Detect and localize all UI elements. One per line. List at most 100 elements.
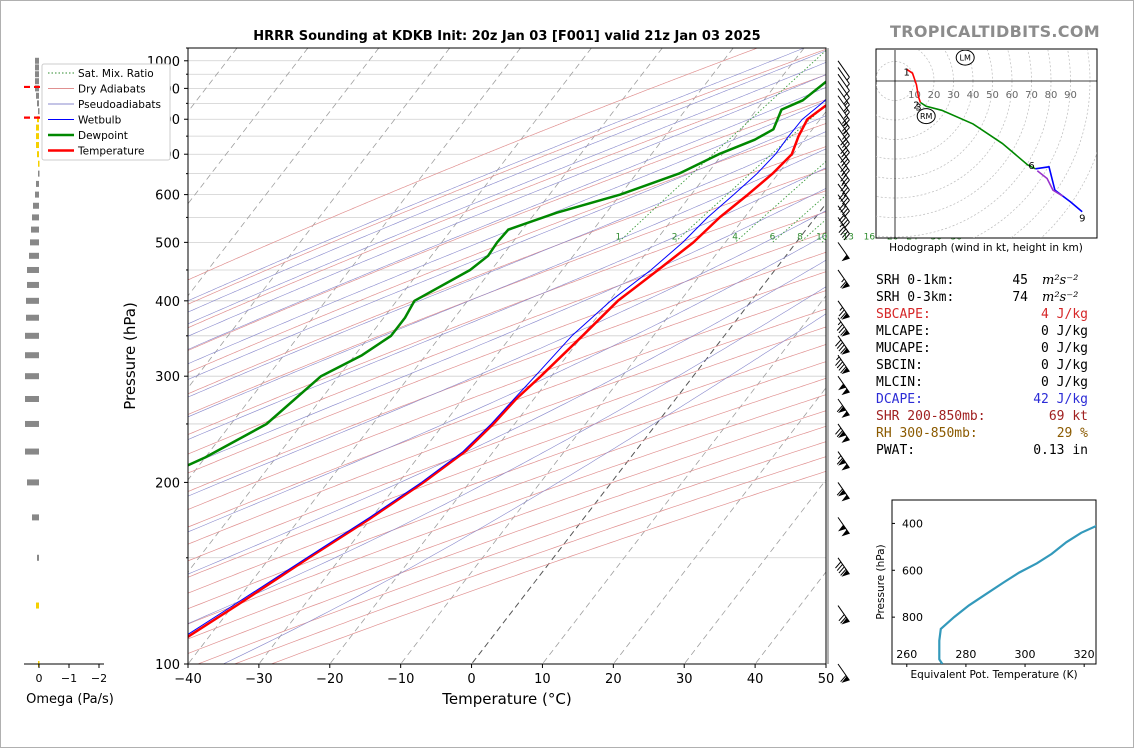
param-value: 4 J/kg [1041, 307, 1088, 322]
hodograph-height-marker: 2 [913, 100, 919, 111]
hodograph-ring-label: 80 [1045, 90, 1058, 101]
omega-bar [26, 297, 39, 304]
legend-label: Pseudoadiabats [78, 99, 161, 111]
mixing-ratio-label: 1 [615, 232, 621, 242]
wind-barb [835, 423, 850, 443]
hodograph-ring-label: 10 [908, 90, 921, 101]
omega-tick-label: −1 [61, 672, 77, 685]
theta-e-frame [891, 499, 1097, 665]
param-label: DCAPE: [876, 392, 923, 407]
legend-label: Dewpoint [78, 130, 128, 142]
omega-bar [35, 57, 39, 64]
temperature-line [188, 103, 826, 639]
theta-e-x-tick-label: 280 [955, 648, 976, 661]
wind-barb [835, 557, 850, 577]
x-tick-label: 0 [467, 672, 475, 687]
x-tick-label: 10 [534, 672, 551, 687]
omega-bar [37, 151, 39, 158]
wind-barb [837, 517, 850, 537]
pseudoadiabat-line [188, 131, 826, 398]
isotherm-line [0, 48, 24, 664]
hodograph-segment [1035, 165, 1083, 213]
omega-bar [36, 124, 39, 131]
param-row: SHR 200-850mb: 69 kt [876, 408, 1106, 425]
param-value: 74 [1012, 290, 1028, 305]
param-label: RH 300-850mb: [876, 426, 978, 441]
dry-adiabat-line [188, 344, 826, 578]
x-tick-label: 20 [605, 672, 622, 687]
theta-e-y-tick-label: 800 [902, 611, 923, 624]
dry-adiabat-line [188, 410, 826, 640]
legend-label: Dry Adiabats [78, 84, 146, 96]
param-row: RH 300-850mb: 29 % [876, 425, 1106, 442]
omega-bar [37, 100, 39, 107]
hodograph-ring-label: 40 [967, 90, 980, 101]
dewpoint-line [188, 80, 826, 467]
dry-adiabat-line [188, 146, 826, 395]
theta-e-x-tick-label: 320 [1074, 648, 1095, 661]
y-tick-label: 400 [155, 295, 180, 310]
omega-bar [37, 116, 39, 123]
legend-label: Sat. Mix. Ratio [78, 68, 154, 80]
y-axis-label: Pressure (hPa) [121, 302, 139, 410]
wind-barbs [827, 48, 850, 683]
hodograph-height-marker: 6 [1028, 161, 1034, 172]
mixing-ratio-label: 16 [864, 232, 876, 242]
y-tick-label: 600 [155, 189, 180, 204]
param-label: PWAT: [876, 443, 916, 458]
hodograph-segment [1036, 170, 1064, 197]
hodograph-segment [919, 101, 1036, 170]
dry-adiabat-line [188, 251, 826, 492]
omega-bar [27, 281, 39, 288]
param-unit: m²s⁻² [1042, 290, 1079, 305]
x-tick-label: −40 [174, 672, 201, 687]
param-label: MLCIN: [876, 375, 923, 390]
omega-bar [29, 252, 39, 259]
storm-motion-marker [955, 50, 975, 66]
param-value: 0 J/kg [1041, 375, 1088, 390]
param-label: SBCAPE: [876, 307, 931, 322]
pseudoadiabat-line [188, 187, 826, 467]
omega-bar [36, 92, 39, 99]
pseudoadiabat-line [188, 148, 826, 418]
storm-motion-label: LM [960, 54, 971, 63]
storm-motion-marker [916, 108, 936, 125]
param-value: 0 J/kg [1041, 358, 1088, 373]
hodograph-ring-label: 50 [986, 90, 999, 101]
dry-adiabat-line [188, 290, 826, 528]
storm-motion-label: RM [920, 112, 933, 121]
mixing-ratio-label: 10 [816, 232, 828, 242]
omega-bar [35, 78, 39, 85]
wind-barb [837, 605, 850, 625]
dry-adiabat-line [188, 231, 826, 474]
omega-bar [25, 373, 39, 380]
omega-bar [33, 202, 39, 209]
omega-bar [36, 142, 39, 149]
param-value: 45 [1012, 273, 1028, 288]
omega-bar [27, 266, 39, 273]
omega-bar [36, 180, 39, 187]
hodograph-ring-label: 90 [1064, 90, 1077, 101]
omega-bar [26, 314, 39, 321]
pseudoadiabat-line [188, 167, 826, 440]
dry-adiabat-line [188, 377, 826, 610]
skew-t-axes-frame [187, 47, 827, 665]
wetbulb-line [188, 98, 826, 635]
param-row: m²s⁻² SRH 0-1km: 45 [876, 272, 1106, 289]
x-axis-label: Temperature (°C) [441, 690, 571, 708]
param-label: SHR 200-850mb: [876, 409, 986, 424]
dry-adiabat-line [188, 326, 826, 562]
pseudoadiabat-line [188, 87, 826, 350]
omega-bar [25, 448, 39, 455]
theta-e-x-tick-label: 260 [896, 648, 917, 661]
pseudoadiabat-line [188, 115, 826, 380]
theta-e-y-axis-label: Pressure (hPa) [875, 544, 887, 619]
wind-barb [836, 482, 850, 502]
param-row: DCAPE: 42 J/kg [876, 391, 1106, 408]
wind-barb [836, 317, 850, 337]
param-value: 42 J/kg [1033, 392, 1088, 407]
mixing-ratio-label: 8 [797, 232, 803, 242]
mixing-ratio-label: 6 [770, 232, 776, 242]
dry-adiabat-line [188, 99, 826, 351]
